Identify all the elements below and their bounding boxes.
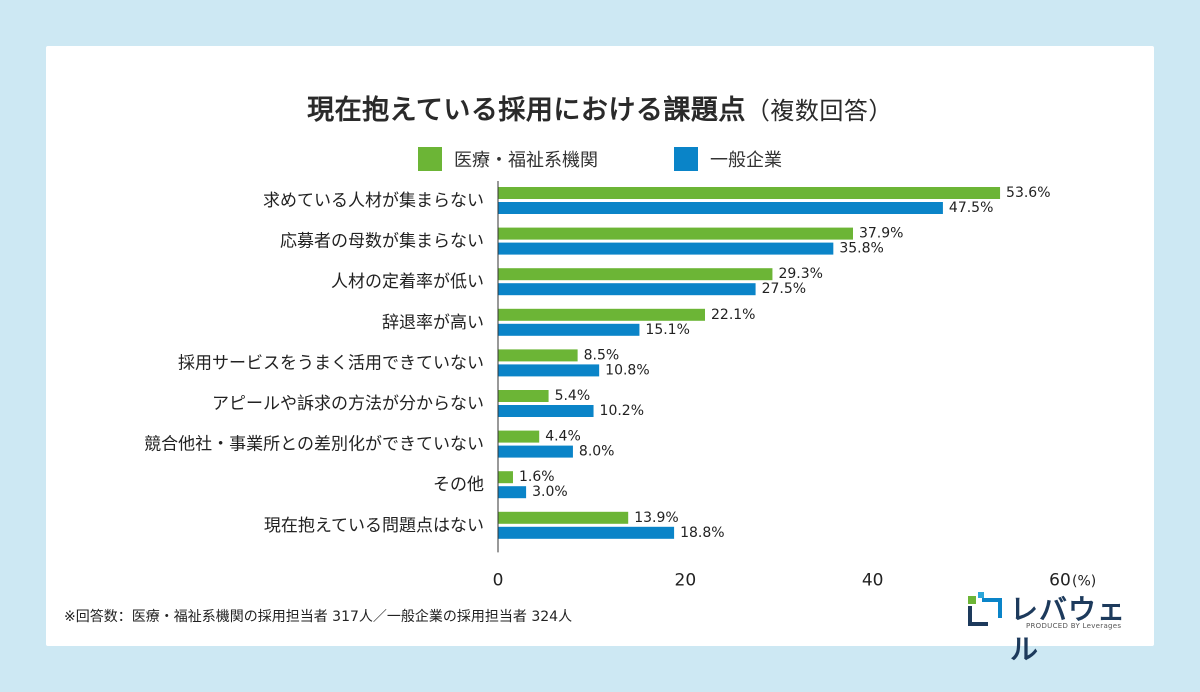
bar-general	[498, 526, 675, 539]
brand-logo: レバウェル PRODUCED BY Leverages	[966, 586, 1136, 666]
legend-item-general: 一般企業	[674, 146, 782, 172]
category-label: アピールや訴求の方法が分からない	[212, 394, 484, 414]
bar-general	[498, 445, 573, 458]
data-label: 13.9%	[634, 510, 678, 526]
bar-medical	[498, 308, 706, 321]
logo-mark-icon	[968, 592, 1002, 626]
logo-text: レバウェル	[1010, 593, 1127, 666]
category-label: 応募者の母数が集まらない	[280, 232, 484, 252]
legend-swatch-medical	[418, 147, 442, 171]
data-label: 15.1%	[645, 322, 689, 338]
chart-title-main: 現在抱えている採用における課題点	[307, 95, 746, 126]
category-label: 求めている人材が集まらない	[263, 191, 484, 211]
legend-item-medical: 医療・福祉系機関	[418, 146, 598, 172]
data-label: 27.5%	[762, 281, 806, 297]
logo-subtext: PRODUCED BY Leverages	[1026, 622, 1122, 630]
bar-medical	[498, 471, 513, 484]
data-label: 10.8%	[605, 362, 649, 378]
x-axis-unit: (%)	[1072, 573, 1096, 589]
bar-medical	[498, 268, 773, 281]
data-label: 47.5%	[949, 200, 993, 216]
category-label: 人材の定着率が低い	[331, 272, 484, 292]
data-label: 22.1%	[711, 307, 755, 323]
bar-general	[498, 283, 756, 296]
data-label: 37.9%	[859, 226, 903, 242]
data-label: 3.0%	[532, 484, 568, 500]
category-label: その他	[433, 475, 484, 495]
bar-medical	[498, 430, 540, 443]
bar-general	[498, 242, 834, 255]
data-label: 53.6%	[1006, 185, 1050, 201]
bar-general	[498, 202, 943, 214]
category-label: 現在抱えている問題点はない	[264, 516, 484, 536]
bar-general	[498, 405, 594, 417]
chart-title: 現在抱えている採用における課題点（複数回答）	[46, 88, 1154, 127]
chart-title-sub: （複数回答）	[745, 97, 893, 125]
bar-medical	[498, 349, 578, 362]
bar-medical	[498, 390, 549, 402]
x-tick-label: 60	[1049, 570, 1071, 590]
x-tick-label: 40	[862, 570, 884, 590]
data-label: 5.4%	[555, 388, 591, 404]
data-label: 8.5%	[584, 347, 620, 363]
legend-swatch-general	[674, 147, 698, 171]
data-label: 35.8%	[839, 241, 883, 257]
data-label: 18.8%	[680, 525, 724, 541]
bar-medical	[498, 511, 629, 524]
bar-medical	[498, 187, 1001, 199]
x-tick-label: 0	[493, 570, 504, 590]
data-label: 29.3%	[778, 266, 822, 282]
chart-card: 現在抱えている採用における課題点（複数回答） 医療・福祉系機関 一般企業 求めて…	[46, 46, 1154, 666]
category-label: 競合他社・事業所との差別化ができていない	[144, 435, 484, 455]
bar-chart: 求めている人材が集まらない 53.6% 47.5% 応募者の母数が集まらない 37.9%…	[144, 181, 1096, 590]
category-label: 辞退率が高い	[382, 313, 484, 333]
bar-general	[498, 364, 600, 377]
footnote: ※回答数：医療・福祉系機関の採用担当者 317人／一般企業の採用担当者 324人	[64, 609, 573, 625]
x-tick-label: 20	[675, 570, 697, 590]
data-label: 4.4%	[545, 429, 581, 445]
data-label: 1.6%	[519, 469, 555, 485]
legend-label-medical: 医療・福祉系機関	[454, 150, 598, 171]
bar-general	[498, 486, 527, 499]
legend-label-general: 一般企業	[710, 150, 782, 171]
data-label: 10.2%	[600, 403, 644, 419]
data-label: 8.0%	[579, 444, 615, 460]
bar-general	[498, 323, 640, 336]
chart-legend: 医療・福祉系機関 一般企業	[46, 146, 1154, 172]
bar-medical	[498, 227, 853, 240]
category-label: 採用サービスをうまく活用できていない	[178, 353, 484, 373]
